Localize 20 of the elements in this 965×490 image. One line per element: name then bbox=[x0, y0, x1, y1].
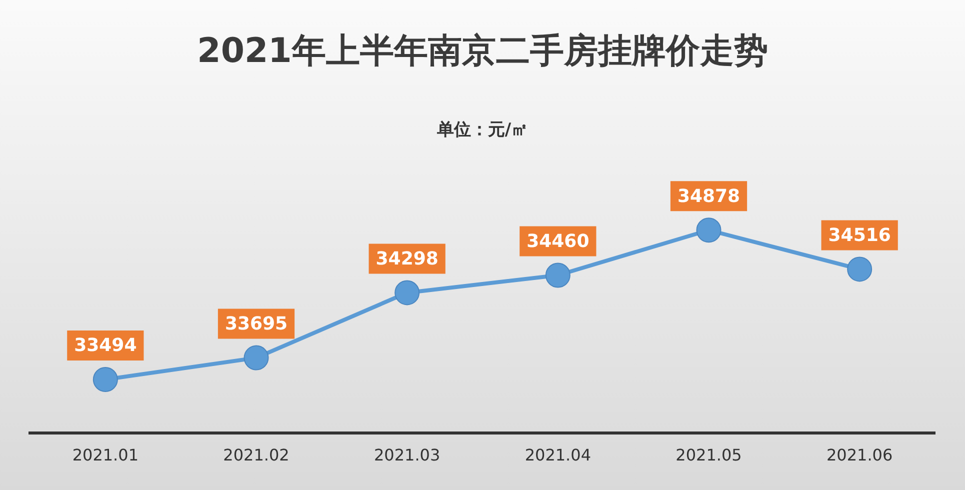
point bbox=[696, 218, 722, 243]
chart-subtitle: 单位：元/㎡ bbox=[436, 119, 530, 141]
data-label: 33695 bbox=[224, 313, 288, 334]
data-label: 33494 bbox=[74, 335, 137, 356]
x-tick-label: 2021.06 bbox=[826, 446, 893, 465]
data-label: 34460 bbox=[526, 230, 590, 252]
point bbox=[545, 262, 570, 288]
point bbox=[92, 366, 118, 392]
data-label: 34516 bbox=[828, 224, 891, 246]
x-tick-label: 2021.04 bbox=[524, 446, 592, 465]
point bbox=[847, 256, 872, 282]
chart-title: 2021年上半年南京二手房挂牌价走势 bbox=[196, 30, 769, 73]
x-tick-label: 2021.05 bbox=[676, 446, 742, 465]
point bbox=[394, 280, 420, 306]
point bbox=[244, 345, 269, 370]
data-label: 34298 bbox=[376, 248, 438, 270]
x-tick-label: 2021.02 bbox=[223, 446, 290, 465]
data-label: 34878 bbox=[677, 186, 740, 207]
x-tick-label: 2021.03 bbox=[374, 446, 440, 465]
x-tick-label: 2021.01 bbox=[72, 446, 139, 465]
